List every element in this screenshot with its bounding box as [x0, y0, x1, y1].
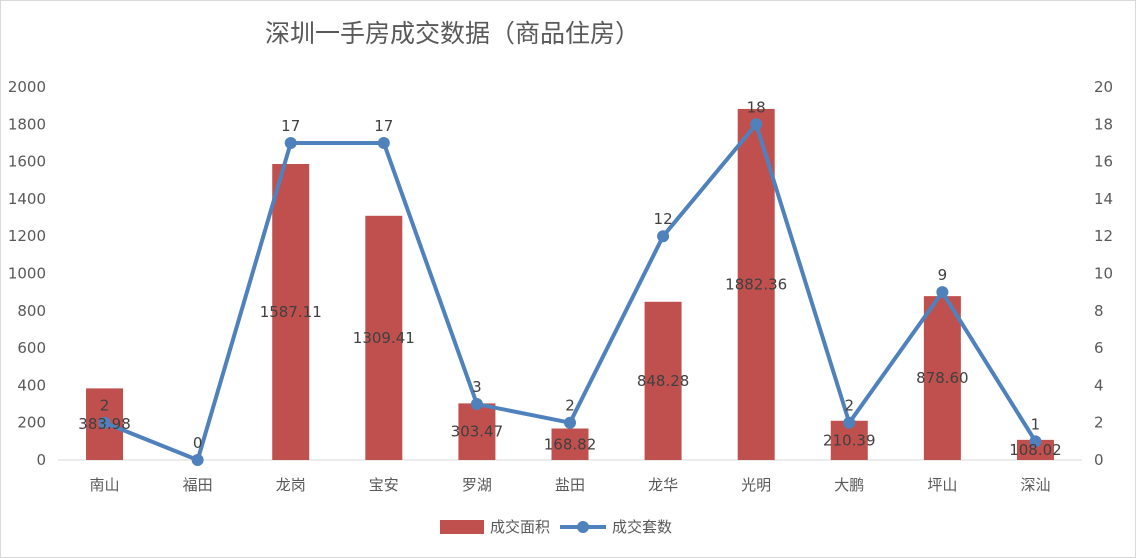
line-point	[657, 230, 670, 243]
y-right-tick-label: 4	[1094, 376, 1104, 394]
bar-data-label: 108.02	[1009, 441, 1062, 459]
y-right-tick-label: 14	[1094, 190, 1113, 208]
bar	[458, 403, 496, 460]
y-right-tick-label: 18	[1094, 115, 1113, 133]
legend-item-area: 成交面积	[440, 516, 550, 537]
legend-item-count: 成交套数	[560, 516, 672, 537]
bar	[923, 296, 961, 460]
line-point	[750, 118, 763, 131]
x-category-label: 大鹏	[834, 476, 864, 494]
x-category-label: 南山	[90, 476, 120, 494]
x-category-label: 龙华	[648, 476, 678, 494]
bar-data-label: 878.60	[916, 369, 969, 387]
line-data-label: 2	[844, 397, 854, 415]
line-point	[98, 416, 111, 429]
x-category-label: 龙岗	[276, 476, 306, 494]
line-data-label: 2	[565, 397, 575, 415]
y-right-tick-label: 6	[1094, 339, 1104, 357]
bar-data-label: 848.28	[637, 372, 690, 390]
bar-data-label: 1882.36	[725, 275, 787, 293]
y-right-tick-label: 0	[1094, 451, 1104, 469]
x-category-label: 盐田	[555, 476, 585, 494]
x-category-label: 深汕	[1020, 476, 1050, 494]
y-left-tick-label: 400	[17, 376, 46, 394]
legend-label-area: 成交面积	[490, 518, 551, 536]
x-category-label: 光明	[741, 476, 771, 494]
y-left-tick-label: 1400	[8, 190, 46, 208]
line-point	[1029, 435, 1042, 448]
bar	[272, 164, 310, 461]
line-point	[564, 416, 576, 429]
line-data-label: 18	[747, 98, 766, 116]
chart-legend: 成交面积 成交套数	[440, 516, 682, 537]
line-data-label: 17	[374, 117, 393, 135]
line-data-label: 0	[193, 434, 203, 452]
line-data-label: 12	[654, 210, 673, 228]
legend-label-count: 成交套数	[612, 518, 673, 536]
x-category-label: 罗湖	[462, 476, 492, 494]
line-point	[843, 416, 856, 429]
line-data-label: 17	[281, 117, 300, 135]
y-left-tick-label: 2000	[8, 78, 46, 96]
y-right-tick-label: 12	[1094, 227, 1113, 245]
bar-data-label: 383.98	[78, 415, 131, 433]
line-point	[936, 286, 949, 299]
y-left-tick-label: 800	[17, 302, 46, 320]
line-point	[470, 398, 483, 411]
line-point	[284, 136, 297, 149]
y-left-tick-label: 200	[17, 414, 46, 432]
bar	[365, 215, 403, 460]
line-data-label: 2	[100, 397, 110, 415]
y-left-tick-label: 1200	[8, 227, 46, 245]
x-category-label: 宝安	[369, 476, 399, 494]
bar-data-label: 1587.11	[260, 303, 322, 321]
bar-data-label: 1309.41	[353, 329, 415, 347]
bar-data-label: 168.82	[544, 435, 597, 453]
line-data-label: 1	[1031, 415, 1041, 433]
y-right-tick-label: 20	[1094, 78, 1113, 96]
bar	[644, 301, 682, 460]
x-category-label: 坪山	[927, 476, 957, 494]
y-left-tick-label: 1000	[8, 265, 46, 283]
line-point	[191, 454, 204, 466]
y-left-tick-label: 600	[17, 339, 46, 357]
y-left-tick-label: 1800	[8, 115, 46, 133]
y-right-tick-label: 10	[1094, 265, 1113, 283]
y-right-tick-label: 16	[1094, 153, 1113, 171]
y-left-tick-label: 1600	[8, 153, 46, 171]
line-data-label: 9	[938, 266, 948, 284]
y-right-tick-label: 8	[1094, 302, 1104, 320]
x-category-label: 福田	[183, 476, 213, 494]
chart-title: 深圳一手房成交数据（商品住房）	[265, 19, 641, 48]
bar-data-label: 303.47	[451, 423, 504, 441]
legend-swatch-bar	[440, 519, 484, 534]
legend-swatch-line	[560, 520, 607, 534]
line-point	[377, 136, 390, 149]
bar-data-label: 210.39	[823, 431, 876, 449]
bar	[551, 428, 589, 460]
line-data-label: 3	[472, 378, 482, 396]
y-right-tick-label: 2	[1094, 414, 1104, 432]
bar	[1016, 439, 1054, 460]
y-left-tick-label: 0	[36, 451, 46, 469]
